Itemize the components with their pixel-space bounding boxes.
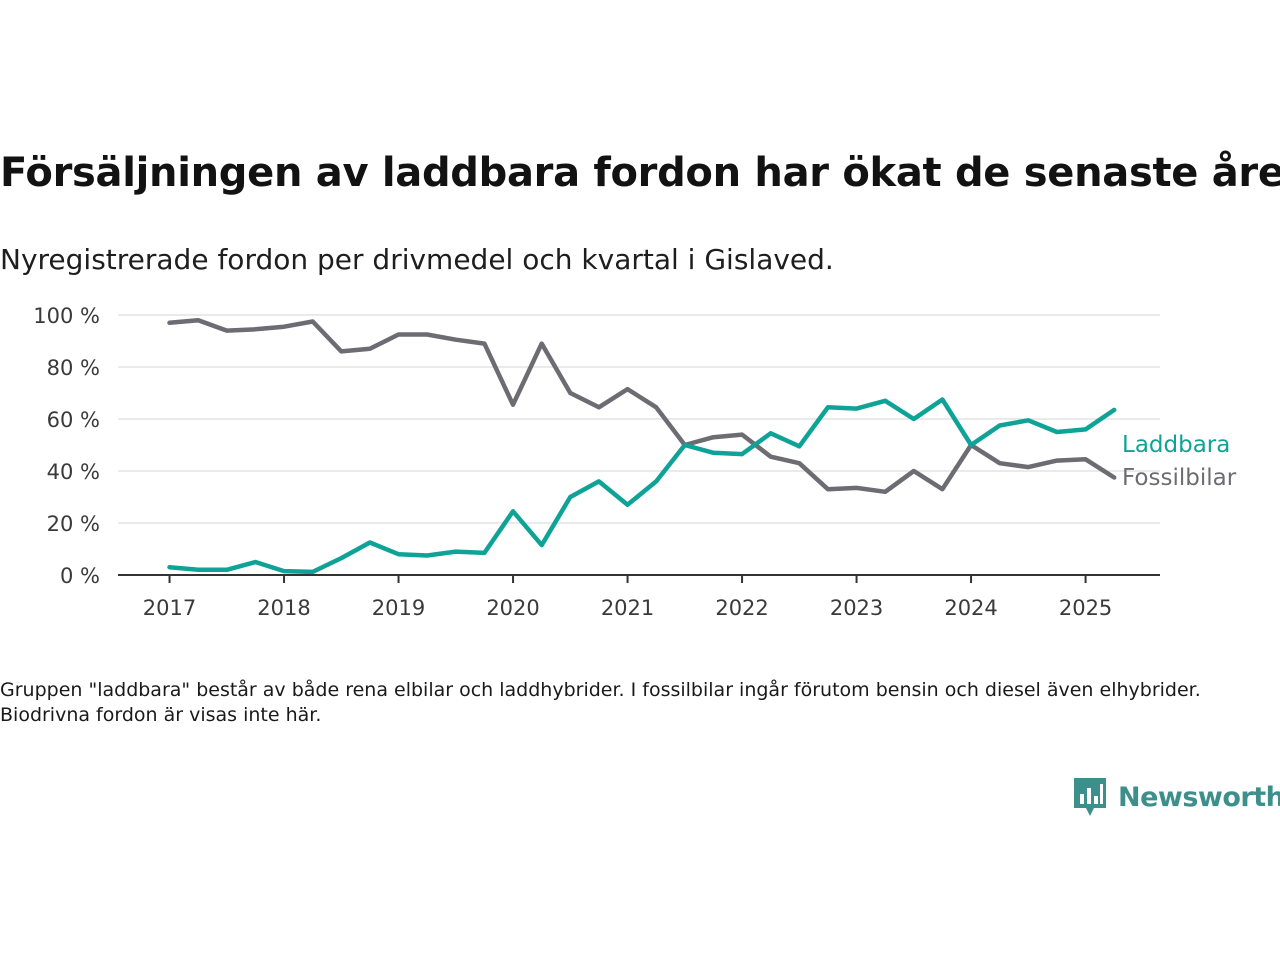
x-tick-label: 2018 [257,596,310,620]
y-tick-label: 80 % [47,356,100,380]
chart-subtitle: Nyregistrerade fordon per drivmedel och … [0,243,834,276]
y-tick-label: 100 % [33,304,100,328]
grid-lines [118,314,1160,524]
x-tick-label: 2023 [830,596,883,620]
newsworthy-logo-icon [1074,778,1106,816]
x-tick-label: 2022 [715,596,768,620]
brand-name: Newsworthy [1118,781,1280,813]
y-tick-label: 0 % [60,564,100,588]
line-chart: 0 % 20 % 40 % 60 % 80 % 100 % 2017 2018 2019 202… [33,304,1237,620]
y-tick-label: 60 % [47,408,100,432]
y-axis: 0 % 20 % 40 % 60 % 80 % 100 % [33,304,100,588]
x-tick-label: 2024 [944,596,997,620]
series-labels: Laddbara Fossilbilar [1122,432,1237,491]
x-axis: 2017 2018 2019 2020 2021 2022 2023 2024 2025 [118,574,1160,620]
series-line-fossilbilar [167,317,1117,495]
x-tick-label: 2019 [372,596,425,620]
footnote: Gruppen "laddbara" består av både rena e… [0,679,1201,726]
y-tick-label: 20 % [47,512,100,536]
series-lines [167,317,1117,575]
series-label-fossilbilar: Fossilbilar [1122,465,1237,491]
x-tick-label: 2021 [601,596,654,620]
newsworthy-logo[interactable]: Newsworthy [1072,776,1280,818]
x-tick-label: 2017 [143,596,196,620]
x-tick-label: 2020 [486,596,539,620]
series-label-laddbara: Laddbara [1122,432,1230,458]
series-line-laddbara [167,397,1117,575]
chart-title: Försäljningen av laddbara fordon har öka… [0,150,1280,196]
x-tick-label: 2025 [1059,596,1112,620]
y-tick-label: 40 % [47,460,100,484]
